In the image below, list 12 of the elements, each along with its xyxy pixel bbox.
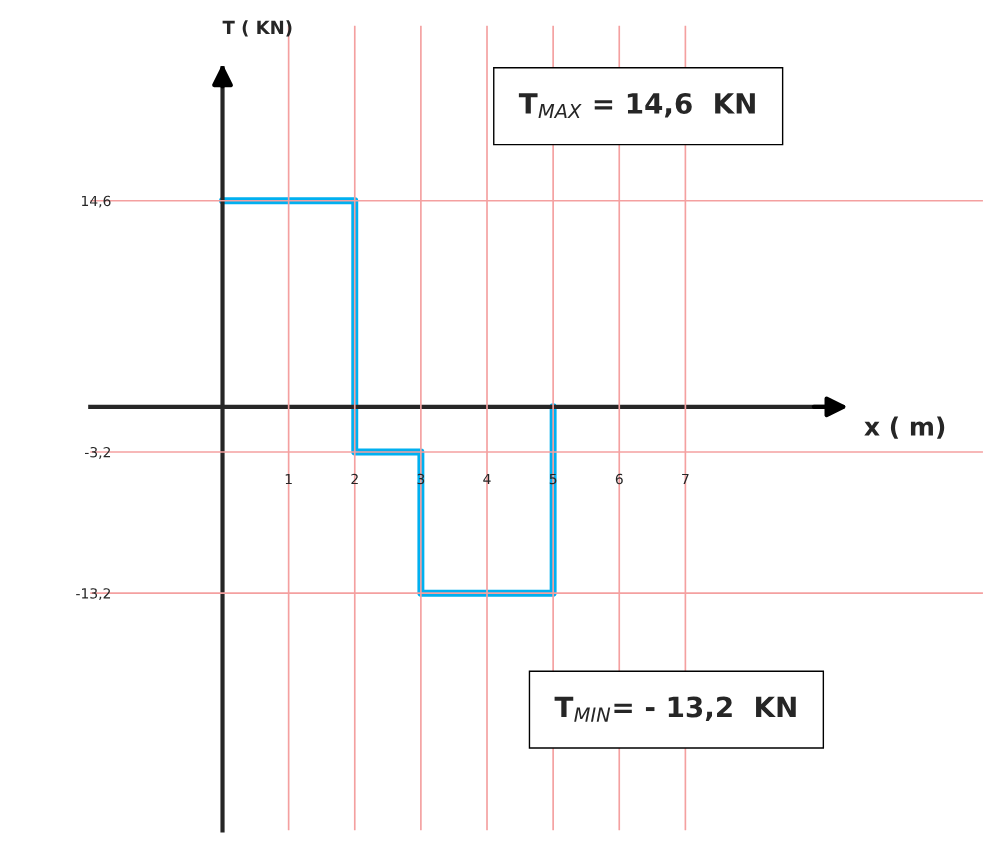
x-tick-label: 4 [483, 473, 491, 485]
annotation: T$_{MIN}$= - 13,2 KN [554, 696, 796, 722]
y-axis-title: T ( KN) [222, 20, 292, 37]
y-tick-label: 14,6 [82, 195, 111, 208]
x-tick-label: 1 [285, 473, 292, 485]
x-tick-label: 7 [682, 473, 689, 485]
x-axis-title: x ( m) [864, 416, 945, 439]
x-tick-label: 6 [615, 473, 623, 485]
x-tick-label: 2 [351, 473, 358, 485]
y-tick-label: -13,2 [76, 588, 111, 601]
y-tick-label: -3,2 [84, 446, 111, 459]
annotation: T$_{MAX}$ = 14,6 KN [518, 92, 755, 119]
